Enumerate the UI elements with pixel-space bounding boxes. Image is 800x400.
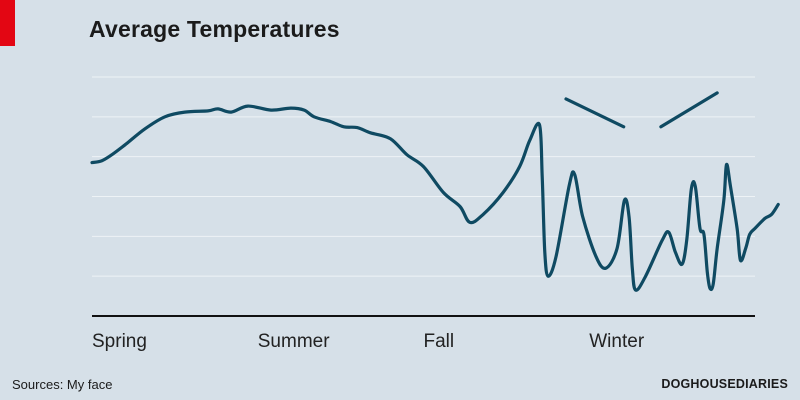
temperature-series-line-0 [90,104,780,292]
series-group [90,104,780,292]
accent-bar [0,0,15,46]
x-tick-label-spring: Spring [92,331,147,352]
credit-logo: DOGHOUSEDIARIES [661,377,788,391]
chart-title: Average Temperatures [89,16,340,42]
x-tick-label-fall: Fall [424,331,455,352]
annotation-group [564,91,719,129]
left-eyebrow-annotation [564,97,626,129]
right-eyebrow-annotation [659,91,719,129]
x-tick-label-summer: Summer [258,331,330,352]
gridlines [92,76,755,277]
x-tick-labels: Spring Summer Fall Winter [92,331,645,352]
x-tick-label-winter: Winter [589,331,645,352]
source-note: Sources: My face [12,377,113,392]
